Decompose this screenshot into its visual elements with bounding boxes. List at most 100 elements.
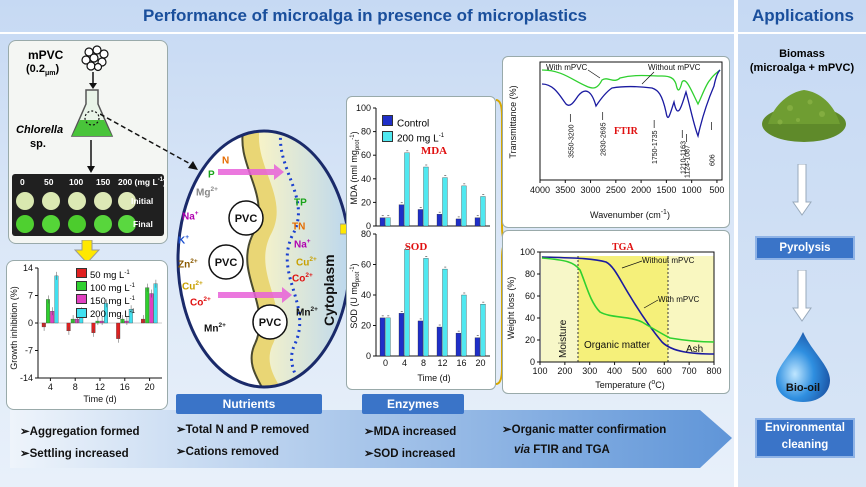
tga-x-tick-label: 200 bbox=[557, 366, 572, 376]
ftir-x-tick-label: 3000 bbox=[581, 185, 601, 195]
bottom-arrow-banner bbox=[10, 410, 732, 468]
growth-y-tick-label: 7 bbox=[28, 291, 33, 301]
ftir-with-mpvc-label: With mPVC bbox=[546, 63, 588, 72]
growth-bar bbox=[46, 299, 50, 324]
tga-x-tick-label: 800 bbox=[706, 366, 721, 376]
mda-bar bbox=[404, 152, 410, 227]
ftir-peak-label: 606 bbox=[710, 154, 717, 166]
mda-y-tick-label: 80 bbox=[361, 127, 371, 137]
sod-x-tick-label: 12 bbox=[437, 358, 447, 368]
ftir-peak-label: 1210-1163 bbox=[680, 141, 687, 174]
conc-label-50: 50 bbox=[44, 177, 54, 187]
cell-diagram: PVC PVC PVC Cytoplasm bbox=[176, 129, 352, 389]
growth-y-tick-label: 0 bbox=[28, 318, 33, 328]
tga-y-tick-label: 80 bbox=[525, 269, 535, 279]
growth-legend-item: 150 mg L-1 bbox=[76, 294, 135, 307]
nutrients-tag: Nutrients bbox=[176, 394, 322, 414]
ion-label: Cu2+ bbox=[296, 256, 317, 269]
tga-x-tick-label: 700 bbox=[682, 366, 697, 376]
growth-x-tick-label: 4 bbox=[48, 382, 53, 392]
ion-label: Co2+ bbox=[292, 272, 313, 285]
sod-bar bbox=[404, 249, 410, 357]
growth-bar bbox=[70, 318, 75, 324]
tga-without-mpvc-line bbox=[541, 256, 715, 355]
growth-bar bbox=[66, 322, 71, 332]
sod-bar bbox=[417, 320, 424, 357]
applications-title: Applications bbox=[751, 6, 854, 25]
growth-bar bbox=[149, 293, 154, 324]
legend-label: 150 mg L bbox=[90, 296, 130, 308]
growth-bar bbox=[145, 287, 150, 324]
mda-y-tick-label: 0 bbox=[366, 221, 371, 231]
sod-title: SOD bbox=[405, 241, 428, 253]
growth-bar bbox=[50, 311, 55, 324]
legend-swatch bbox=[76, 281, 87, 292]
sod-y-tick-label: 20 bbox=[361, 321, 371, 331]
sod-x-tick-label: 8 bbox=[421, 358, 426, 368]
mda-bar bbox=[474, 217, 481, 227]
sod-y-tick-label: 40 bbox=[361, 290, 371, 300]
legend-label: 100 mg L bbox=[90, 283, 130, 295]
mda-bar bbox=[461, 185, 467, 227]
microplastic-cluster-icon bbox=[81, 45, 109, 72]
growth-bar bbox=[128, 309, 133, 324]
organism-sp-label: sp. bbox=[30, 138, 46, 150]
flask-icon bbox=[70, 89, 114, 137]
mda-bar bbox=[385, 217, 391, 227]
ftir-x-tick-label: 3500 bbox=[555, 185, 575, 195]
growth-bar bbox=[124, 320, 129, 324]
growth-bar bbox=[153, 283, 158, 324]
ftir-y-axis-label: Transmittance (%) bbox=[508, 85, 518, 158]
sod-bar bbox=[474, 337, 481, 357]
sod-bar bbox=[436, 326, 443, 357]
sod-bar bbox=[423, 258, 429, 357]
ion-label: Na+ bbox=[294, 238, 311, 251]
ion-label: Co2+ bbox=[190, 296, 211, 309]
organic-confirmation-text: ➢Organic matter confirmation bbox=[502, 424, 667, 436]
sod-y-axis-label: SOD (U mgprot-1) bbox=[349, 263, 361, 328]
organism-label: Chlorella bbox=[16, 124, 64, 136]
growth-y-tick-label: 14 bbox=[23, 263, 33, 273]
biomass-sub-label: (microalga + mPVC) bbox=[749, 62, 855, 74]
ftir-x-axis-label: Wavenumber (cm-1) bbox=[590, 209, 670, 220]
ion-label: Mg2+ bbox=[196, 186, 218, 199]
growth-legend: 50 mg L-1 100 mg L-1 150 mg L-1 200 mg L-1 bbox=[76, 268, 135, 321]
ftir-plot-frame bbox=[539, 61, 723, 181]
growth-x-tick-label: 20 bbox=[145, 382, 155, 392]
conc-label-0: 0 bbox=[20, 177, 25, 187]
ion-label: Na+ bbox=[182, 210, 199, 223]
tga-y-tick-label: 20 bbox=[525, 335, 535, 345]
culture-plate bbox=[12, 174, 164, 236]
ftir-peak-label: 2830-2695 bbox=[601, 122, 608, 156]
cytoplasm-label: Cytoplasm bbox=[321, 254, 337, 326]
growth-x-axis-label: Time (d) bbox=[83, 394, 116, 404]
cations-removed-text: ➢Cations removed bbox=[176, 446, 279, 458]
pvc-label: PVC bbox=[215, 257, 238, 269]
mda-increased-text: ➢MDA increased bbox=[364, 426, 457, 438]
uptake-arrow bbox=[218, 287, 292, 303]
sod-bar bbox=[455, 332, 462, 357]
pvc-particle bbox=[208, 244, 244, 280]
ftir-x-tick-label: 4000 bbox=[530, 185, 550, 195]
zoom-connector-line bbox=[100, 113, 198, 170]
yellow-arrow-down-icon bbox=[74, 240, 100, 264]
tga-with-mpvc-label: With mPVC bbox=[658, 295, 700, 304]
enzyme-legend-item: 200 mg L-1 bbox=[382, 130, 444, 145]
tga-moisture-label: Moisture bbox=[558, 319, 569, 358]
mda-y-tick-label: 100 bbox=[356, 103, 371, 113]
growth-legend-item: 100 mg L-1 bbox=[76, 281, 135, 294]
mda-bar bbox=[417, 209, 424, 227]
tga-with-mpvc-line bbox=[541, 257, 715, 343]
mda-bar bbox=[423, 166, 429, 227]
conc-label-150: 150 bbox=[96, 177, 111, 187]
sod-bar bbox=[480, 303, 486, 357]
mda-y-tick-label: 60 bbox=[361, 150, 371, 160]
growth-bar bbox=[54, 275, 59, 324]
tga-without-mpvc-label: Without mPVC bbox=[642, 256, 695, 265]
ion-label: P bbox=[208, 169, 215, 181]
ftir-title: FTIR bbox=[614, 126, 639, 137]
pvc-label: PVC bbox=[235, 213, 258, 225]
aggregation-text: ➢Aggregation formed bbox=[20, 426, 140, 438]
pvc-label: PVC bbox=[259, 317, 282, 329]
